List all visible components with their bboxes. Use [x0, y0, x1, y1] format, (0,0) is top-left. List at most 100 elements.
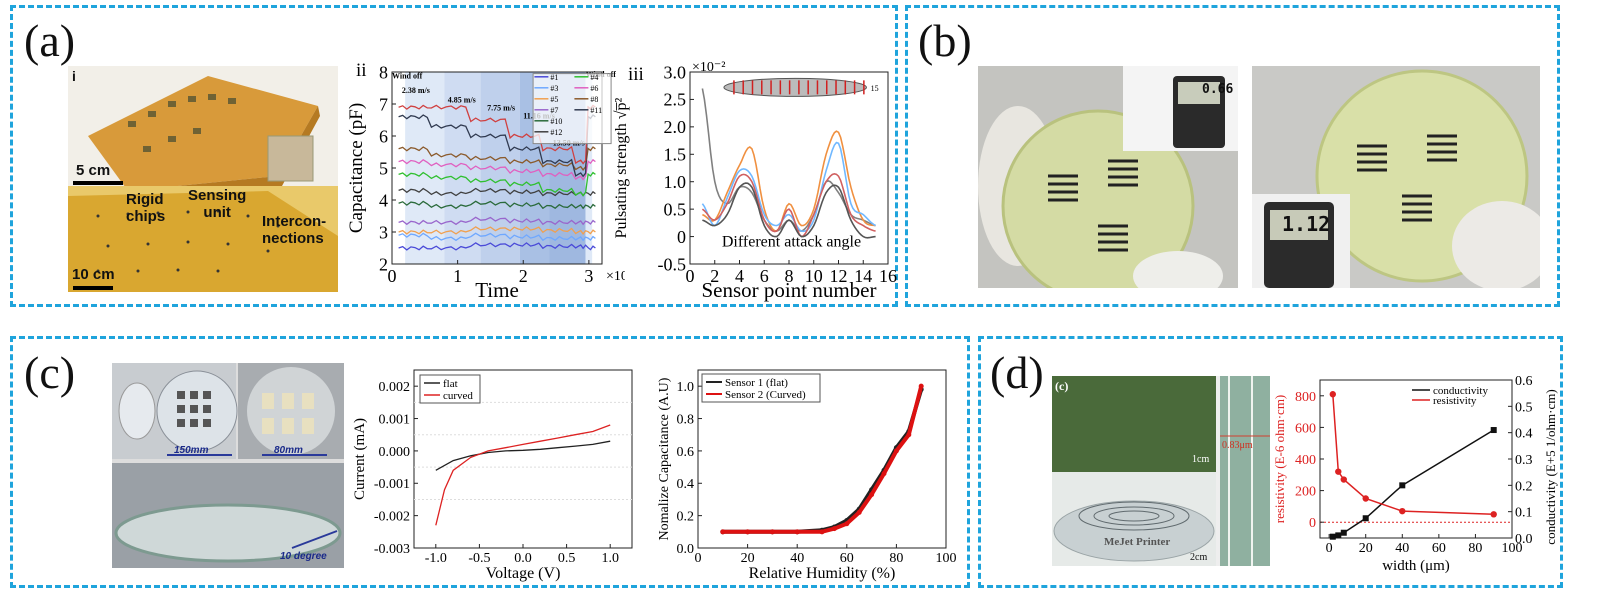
a-iii-index: iii: [628, 64, 644, 85]
a-photo-label-interconnect: Intercon- nections: [262, 213, 327, 247]
a-ii-xtick-label: 0: [388, 266, 397, 286]
c-iv-legend-box: [419, 374, 481, 404]
a-iii-xtick-label: 0: [686, 266, 695, 286]
a-iii-ylabel: Pulsating strength √p̅²: [613, 97, 630, 238]
a-ii-legend-label: #10: [550, 117, 562, 126]
a-ii-xlabel: Time: [475, 278, 519, 302]
d-xtick-label: 100: [1502, 541, 1523, 556]
a-ii-ytick-label: 5: [379, 158, 388, 178]
series-point-Sensor 2 (Curved): [906, 432, 912, 438]
c-rh-xtick-label: 100: [936, 551, 957, 566]
a-ii-legend-label: #6: [590, 84, 598, 93]
chart-c-iv: -1.0 -0.5 0.0 0.5 1.0 -0.003 -0.002 -0.001 0.000…: [352, 369, 633, 582]
a-photo-scale-bottom: 10 cm: [72, 266, 115, 283]
d-photo-scale2: 2cm: [1190, 552, 1208, 563]
panel-b-label: (b): [918, 15, 972, 66]
a-photo-label-sensing: Sensing unit: [188, 187, 247, 221]
d-photo-tag: (c): [1055, 379, 1069, 393]
a-ii-xtick-label: 1: [453, 266, 462, 286]
a-ii-ytick-label: 2: [379, 254, 388, 274]
series-point-Sensor 2 (Curved): [918, 383, 924, 389]
series-line-s4: [701, 172, 876, 238]
d-xtick-label: 40: [1395, 541, 1409, 556]
series-point-resistivity: [1340, 476, 1347, 483]
c-rh-xlabel: Relative Humidity (%): [749, 565, 896, 582]
series-point-Sensor 2 (Curved): [745, 529, 751, 535]
chart-d-width: 0 20 40 60 80 100 0 200 400 600 800 0.0 0.1 0.2 0.3 0.4…: [1272, 374, 1558, 574]
series-point-resistivity: [1399, 507, 1406, 515]
d-photo-printed-lines: (c) 1cm MeJet Printer 2cm 0.83μm: [1052, 376, 1270, 566]
d-xtick-label: 0: [1326, 541, 1333, 556]
c-iv-xtick-label: -1.0: [425, 551, 447, 566]
series-point-Sensor 2 (Curved): [819, 529, 825, 535]
c-photo-angle: 10 degree: [280, 551, 327, 562]
speed-band: [444, 72, 481, 264]
a-ii-index: ii: [356, 60, 367, 81]
c-rh-ytick-label: 0.6: [677, 445, 695, 460]
a-ii-x-multiplier: ×10⁵: [606, 269, 625, 284]
c-rh-ytick-label: 0.2: [677, 510, 695, 525]
a-iii-ytick-label: 1.0: [664, 172, 687, 192]
panel-b: [905, 5, 1560, 307]
c-rh-xtick-label: 20: [741, 551, 755, 566]
a-iii-xtick-label: 8: [785, 266, 794, 286]
series-line-#2: [398, 104, 596, 165]
a-iii-xtick-label: 4: [735, 266, 744, 286]
series-line-curved: [435, 424, 611, 526]
d-photo-printer: MeJet Printer: [1104, 536, 1171, 548]
c-rh-xtick-label: 40: [790, 551, 804, 566]
c-rh-ytick-label: 0.0: [677, 542, 695, 557]
panel-d: [978, 336, 1563, 588]
a-iii-ytick-label: 1.5: [664, 145, 687, 165]
a-photo-scale-top: 5 cm: [76, 162, 111, 179]
panel-c: [10, 336, 970, 588]
a-iii-y-multiplier: ×10⁻²: [692, 60, 725, 75]
series-point-conductivity: [1362, 515, 1369, 522]
d-ytick-right-label: 0.3: [1515, 453, 1533, 468]
d-ytick-left-label: 400: [1295, 453, 1316, 468]
d-ytick-right-label: 0.4: [1515, 427, 1533, 442]
d-ylabel-right: conductivity (E+5 1/ohm·cm): [1543, 389, 1558, 544]
chart-a-ii: 0 1 2 3 2 3 4 5 6 7 8 ×10⁵ Time Capacitance (pF) ii Win…: [346, 60, 625, 302]
c-iv-legend-label: flat: [443, 378, 458, 390]
d-ytick-right-label: 0.6: [1515, 374, 1533, 389]
a-ii-xtick-label: 3: [584, 266, 593, 286]
a-ii-legend-label: #8: [590, 95, 598, 104]
a-ii-legend-label: #7: [550, 106, 558, 115]
a-iii-xtick-label: 12: [830, 266, 848, 286]
a-iii-xtick-label: 14: [854, 266, 872, 286]
a-ii-annotation: 7.75 m/s: [487, 103, 515, 112]
c-iv-xtick-label: 0.0: [514, 551, 532, 566]
series-point-conductivity: [1490, 427, 1497, 434]
a-ii-legend-label: #4: [590, 73, 598, 82]
c-iv-ylabel: Current (mA): [352, 418, 368, 500]
a-iii-xlabel: Sensor point number: [702, 278, 877, 302]
c-photo-glass-sensors: 150mm 80mm 10 degree: [112, 363, 344, 568]
b-photo-right: 1.12: [1252, 66, 1540, 288]
series-line-#3: [398, 232, 596, 242]
d-xtick-label: 60: [1432, 541, 1446, 556]
a-ii-ytick-label: 3: [379, 222, 388, 242]
b-photo-right-illustration: [1252, 66, 1540, 288]
a-iii-ytick-label: 3.0: [664, 62, 687, 82]
b-photo-left: 0.66: [978, 66, 1238, 288]
series-point-resistivity: [1362, 495, 1369, 502]
panel-a: [10, 5, 898, 307]
series-point-conductivity: [1340, 529, 1347, 536]
series-line-s3: [701, 141, 877, 233]
c-rh-ytick-label: 1.0: [677, 380, 695, 395]
series-point-Sensor 2 (Curved): [893, 448, 899, 454]
c-iv-ytick-label: -0.002: [374, 510, 410, 525]
speed-band: [585, 72, 593, 264]
b-meter-right-reading: 1.12: [1282, 212, 1331, 236]
a-iii-xtick-label: 10: [805, 266, 823, 286]
series-point-conductivity: [1329, 533, 1336, 540]
series-point-Sensor 2 (Curved): [881, 471, 887, 477]
series-point-conductivity: [1335, 532, 1342, 539]
a-ii-annotation: Wind off: [392, 71, 423, 80]
b-meter-left-reading: 0.66: [1202, 82, 1234, 97]
a-photo-label-chips: Rigid chips: [126, 191, 166, 225]
d-legend-label: conductivity: [1433, 385, 1488, 397]
panel-c-label: (c): [24, 347, 76, 398]
d-ylabel-left: resistivity (E-6 ohm·cm): [1272, 395, 1287, 524]
